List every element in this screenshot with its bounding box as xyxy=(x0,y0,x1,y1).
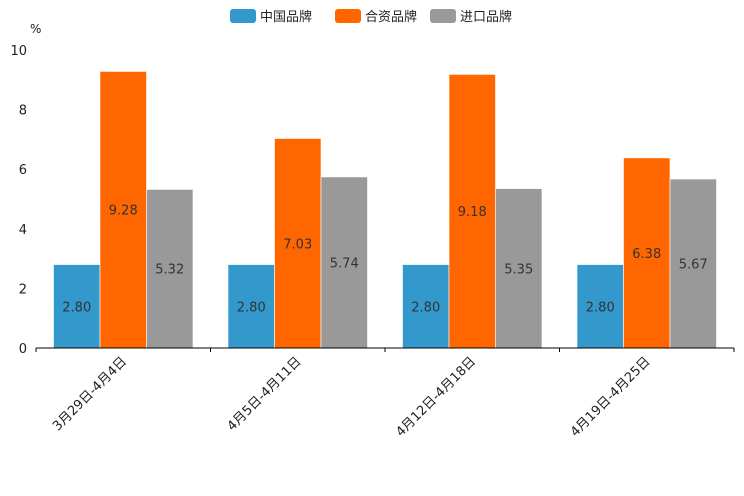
data-label: 2.80 xyxy=(62,300,91,315)
bar xyxy=(227,264,275,349)
legend-item[interactable]: 中国品牌 xyxy=(230,9,312,25)
y-tick-label: 6 xyxy=(19,163,27,178)
bar xyxy=(320,176,368,349)
data-label: 5.35 xyxy=(504,262,533,277)
x-category-label: 4月12日-4月18日 xyxy=(393,354,479,440)
y-axis-unit-label: % xyxy=(30,22,41,36)
y-tick-label: 0 xyxy=(19,342,27,357)
legend-swatch xyxy=(335,9,361,23)
legend-item[interactable]: 进口品牌 xyxy=(430,9,512,25)
bar-group: 2.80 9.28 5.32 xyxy=(53,71,194,349)
data-label: 9.18 xyxy=(458,205,487,220)
bar xyxy=(53,264,101,349)
legend-label: 进口品牌 xyxy=(460,9,512,25)
data-label: 5.32 xyxy=(155,263,184,278)
data-label: 5.74 xyxy=(330,256,359,271)
bar xyxy=(448,74,496,349)
data-label: 5.67 xyxy=(679,258,708,273)
y-tick-label: 4 xyxy=(19,223,27,238)
legend-swatch xyxy=(230,9,256,23)
data-label: 2.80 xyxy=(237,300,266,315)
y-tick-label: 8 xyxy=(19,104,27,119)
data-label: 2.80 xyxy=(586,300,615,315)
y-tick-label: 2 xyxy=(19,282,27,297)
x-axis: 3月29日-4月4日 4月5日-4月11日 4月12日-4月18日 4月19日-4月2… xyxy=(35,348,735,440)
legend-swatch xyxy=(430,9,456,23)
data-label: 6.38 xyxy=(632,247,661,262)
data-label: 7.03 xyxy=(283,237,312,252)
bar-group: 2.80 9.18 5.35 xyxy=(402,74,543,349)
x-category-label: 3月29日-4月4日 xyxy=(50,354,130,434)
bar xyxy=(669,178,717,349)
bar xyxy=(576,264,624,349)
x-category-label: 4月19日-4月25日 xyxy=(568,354,654,440)
bar-group: 2.80 6.38 5.67 xyxy=(576,157,717,349)
legend-item[interactable]: 合资品牌 xyxy=(335,9,417,25)
bar-group: 2.80 7.03 5.74 xyxy=(227,138,368,349)
bar xyxy=(146,189,194,349)
y-axis: 0 2 4 6 8 10 xyxy=(10,44,27,357)
data-label: 9.28 xyxy=(109,204,138,219)
legend-label: 中国品牌 xyxy=(260,9,312,25)
plot-area: 2.809.285.322.807.035.742.809.185.352.80… xyxy=(53,71,717,349)
bar xyxy=(99,71,147,349)
bar xyxy=(274,138,322,349)
legend-label: 合资品牌 xyxy=(365,9,417,25)
x-category-label: 4月5日-4月11日 xyxy=(225,354,305,434)
y-tick-label: 10 xyxy=(10,44,27,59)
data-label: 2.80 xyxy=(411,300,440,315)
legend: 中国品牌 合资品牌 进口品牌 xyxy=(230,9,512,25)
